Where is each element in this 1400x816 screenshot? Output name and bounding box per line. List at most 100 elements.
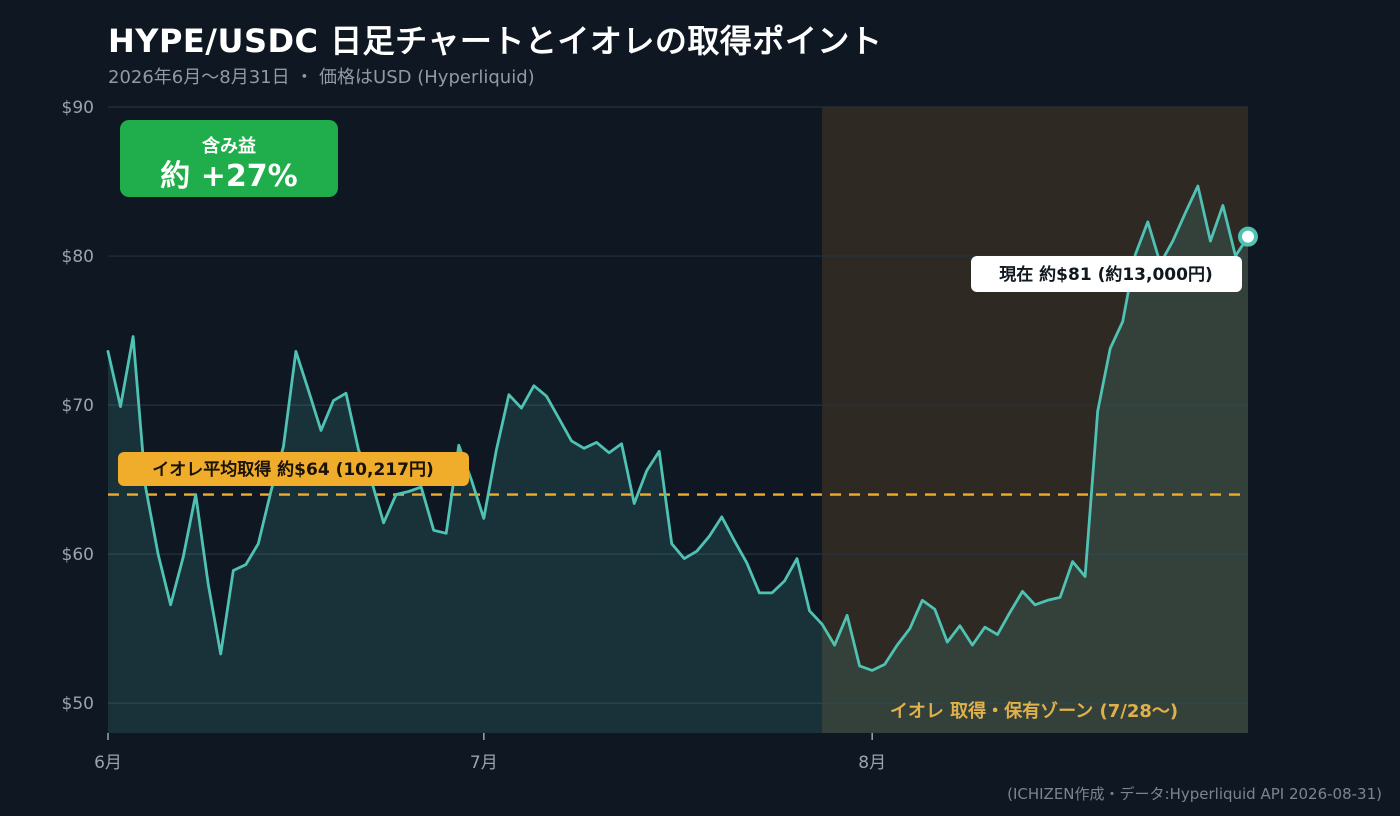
y-tick-label: $80 — [62, 247, 94, 267]
data-point — [657, 449, 661, 453]
holding-zone — [822, 107, 1248, 733]
data-point — [407, 490, 411, 494]
data-point — [632, 502, 636, 506]
data-point — [983, 625, 987, 629]
data-point — [306, 388, 310, 392]
data-point — [783, 579, 787, 583]
data-point — [570, 439, 574, 443]
data-point — [858, 664, 862, 668]
data-point — [1058, 595, 1062, 599]
data-point — [231, 569, 235, 573]
data-point — [106, 349, 110, 353]
data-point — [469, 478, 473, 482]
data-point — [1208, 239, 1212, 243]
data-point — [970, 643, 974, 647]
data-points-layer — [106, 184, 1258, 672]
data-point — [519, 406, 523, 410]
data-point — [645, 469, 649, 473]
profit-badge-value: 約 +27% — [160, 159, 297, 194]
data-point — [883, 662, 887, 666]
profit-badge-label: 含み益 — [202, 135, 256, 157]
data-point — [1108, 347, 1112, 351]
data-point — [607, 451, 611, 455]
holding-zone-layer — [822, 107, 1248, 733]
data-point — [595, 440, 599, 444]
data-point — [494, 448, 498, 452]
data-point — [1046, 598, 1050, 602]
data-point — [394, 493, 398, 497]
data-point — [1171, 239, 1175, 243]
y-tick-label: $90 — [62, 98, 94, 118]
area-layer — [108, 186, 1248, 733]
data-point — [557, 417, 561, 421]
data-point — [1096, 409, 1100, 413]
data-point — [294, 349, 298, 353]
data-point — [482, 516, 486, 520]
data-point — [1033, 603, 1037, 607]
average-cost-label: イオレ平均取得 約$64 (10,217円) — [152, 459, 433, 480]
data-point — [820, 622, 824, 626]
data-point — [1121, 320, 1125, 324]
data-point — [720, 515, 724, 519]
data-point — [357, 448, 361, 452]
source-note: (ICHIZEN作成・データ:Hyperliquid API 2026-08-3… — [1007, 785, 1382, 803]
data-point — [281, 445, 285, 449]
x-tick-label: 7月 — [470, 753, 498, 773]
data-point — [256, 542, 260, 546]
data-point — [745, 561, 749, 565]
data-point — [382, 521, 386, 525]
data-point — [194, 493, 198, 497]
data-point — [332, 399, 336, 403]
data-point — [206, 582, 210, 586]
data-point — [620, 442, 624, 446]
annotation-layer: 含み益 約 +27% イオレ平均取得 約$64 (10,217円) 現在 約$8… — [118, 120, 1242, 722]
series-line-layer — [106, 184, 1250, 672]
data-point — [156, 552, 160, 556]
data-point — [770, 591, 774, 595]
x-tick-label: 6月 — [94, 753, 122, 773]
data-point — [1183, 211, 1187, 215]
chart-subtitle: 2026年6月〜8月31日 ・ 価格はUSD (Hyperliquid) — [108, 67, 535, 88]
data-point — [895, 643, 899, 647]
data-point — [707, 534, 711, 538]
data-point — [1146, 220, 1150, 224]
data-point — [131, 335, 135, 339]
data-point — [695, 549, 699, 553]
data-point — [219, 652, 223, 656]
x-tick-label: 8月 — [858, 753, 886, 773]
holding-zone-label: イオレ 取得・保有ゾーン (7/28〜) — [890, 700, 1178, 722]
data-point — [181, 555, 185, 559]
data-point — [670, 542, 674, 546]
data-point — [682, 557, 686, 561]
data-point — [532, 384, 536, 388]
series-line — [106, 184, 1250, 672]
data-point — [1008, 610, 1012, 614]
data-point — [1083, 575, 1087, 579]
data-point — [545, 394, 549, 398]
average-cost-callout: イオレ平均取得 約$64 (10,217円) — [118, 452, 469, 486]
data-point — [269, 490, 273, 494]
data-point — [432, 528, 436, 532]
current-price-callout: 現在 約$81 (約13,000円) — [971, 256, 1242, 292]
y-tick-label: $60 — [62, 545, 94, 565]
data-point — [757, 591, 761, 595]
data-point — [582, 446, 586, 450]
data-point — [1196, 184, 1200, 188]
y-tick-label: $50 — [62, 694, 94, 714]
current-price-label: 現在 約$81 (約13,000円) — [999, 264, 1212, 285]
data-point — [808, 609, 812, 613]
data-point — [908, 627, 912, 631]
data-point — [507, 393, 511, 397]
data-point — [444, 531, 448, 535]
data-point — [1071, 560, 1075, 564]
data-point — [945, 640, 949, 644]
data-point — [244, 563, 248, 567]
chart-title: HYPE/USDC 日足チャートとイオレの取得ポイント — [108, 22, 883, 60]
data-point — [920, 598, 924, 602]
data-point — [958, 624, 962, 628]
series-area — [108, 186, 1248, 733]
data-point — [870, 668, 874, 672]
data-point — [319, 428, 323, 432]
